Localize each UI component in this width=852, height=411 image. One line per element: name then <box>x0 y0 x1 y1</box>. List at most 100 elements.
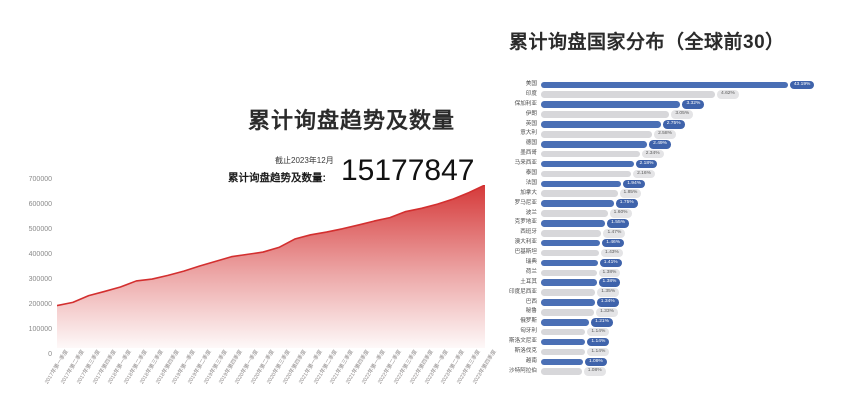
funnel-country-label: 意大利 <box>520 130 537 137</box>
y-axis-tick: 100000 <box>28 326 52 333</box>
funnel-country-label: 罗马尼亚 <box>514 199 537 206</box>
funnel-bar <box>541 160 634 168</box>
funnel-track: 3.05% <box>541 110 852 120</box>
y-axis-tick: 500000 <box>28 226 52 233</box>
funnel-value-badge: 2.34% <box>641 149 664 159</box>
funnel-track: 2.16% <box>541 169 852 179</box>
funnel-value-badge: 2.18% <box>635 159 658 169</box>
funnel-value-badge: 1.41% <box>599 258 622 268</box>
funnel-country-label: 巴基斯坦 <box>514 249 537 256</box>
funnel-country-label: 加拿大 <box>520 189 537 196</box>
funnel-track: 1.46% <box>541 238 852 248</box>
funnel-row[interactable]: 英国 2.75% <box>492 120 852 130</box>
funnel-country-label: 沙特阿拉伯 <box>509 367 537 374</box>
funnel-country-label: 越南 <box>525 357 537 364</box>
funnel-row[interactable]: 巴基斯坦 1.43% <box>492 248 852 258</box>
country-panel: 累计询盘国家分布（全球前30） 美国 43.19% 印度 4.62% 保加利亚 3.32%… <box>492 0 852 411</box>
funnel-country-label: 波兰 <box>525 209 537 216</box>
funnel-bar <box>541 180 622 188</box>
funnel-row[interactable]: 波兰 1.60% <box>492 209 852 219</box>
funnel-value-badge: 1.08% <box>583 367 606 377</box>
funnel-country-label: 克罗地亚 <box>514 219 537 226</box>
funnel-track: 1.38% <box>541 268 852 278</box>
funnel-track: 1.47% <box>541 228 852 238</box>
area-series <box>57 185 485 348</box>
funnel-row[interactable]: 匈牙利 1.14% <box>492 327 852 337</box>
funnel-value-badge: 3.32% <box>682 100 705 109</box>
x-axis: 2017年第一季度 2017年第二季度 2017年第三季度 2017年第四季度 2018… <box>44 348 498 408</box>
funnel-country-label: 泰国 <box>525 170 537 177</box>
funnel-row[interactable]: 俄罗斯 1.21% <box>492 317 852 327</box>
funnel-row[interactable]: 法国 1.94% <box>492 179 852 189</box>
funnel-row[interactable]: 美国 43.19% <box>492 80 852 90</box>
funnel-bar <box>541 111 670 118</box>
funnel-track: 1.34% <box>541 298 852 308</box>
funnel-country-label: 秘鲁 <box>525 308 537 315</box>
funnel-track: 1.14% <box>541 337 852 347</box>
funnel-track: 1.33% <box>541 307 852 317</box>
funnel-value-badge: 1.60% <box>609 209 632 218</box>
funnel-bar <box>541 229 602 237</box>
funnel-row[interactable]: 保加利亚 3.32% <box>492 100 852 110</box>
funnel-value-badge: 1.14% <box>587 347 610 357</box>
country-distribution-title: 累计询盘国家分布（全球前30） <box>509 32 785 53</box>
funnel-country-label: 墨西哥 <box>520 150 537 157</box>
funnel-row[interactable]: 斯洛文尼亚 1.14% <box>492 337 852 347</box>
funnel-row[interactable]: 印度 4.62% <box>492 90 852 100</box>
funnel-row[interactable]: 斯洛伐克 1.14% <box>492 347 852 357</box>
funnel-track: 2.34% <box>541 149 852 159</box>
funnel-value-badge: 1.75% <box>615 199 638 208</box>
funnel-row[interactable]: 巴西 1.34% <box>492 298 852 308</box>
funnel-country-label: 巴西 <box>525 298 537 305</box>
funnel-track: 2.49% <box>541 139 852 149</box>
funnel-value-badge: 1.14% <box>587 327 610 337</box>
area-chart-plot <box>57 185 485 348</box>
funnel-row[interactable]: 瑞典 1.41% <box>492 258 852 268</box>
kpi-subtitle: 截止2023年12月 <box>275 156 334 165</box>
funnel-row[interactable]: 德国 2.49% <box>492 139 852 149</box>
funnel-row[interactable]: 马来西亚 2.18% <box>492 159 852 169</box>
y-axis-tick: 700000 <box>28 176 52 183</box>
funnel-row[interactable]: 加拿大 1.85% <box>492 189 852 199</box>
funnel-bar <box>541 318 590 326</box>
trend-title: 累计询盘趋势及数量 <box>248 108 456 133</box>
funnel-track: 2.75% <box>541 120 852 130</box>
funnel-row[interactable]: 意大利 2.58% <box>492 129 852 139</box>
funnel-row[interactable]: 罗马尼亚 1.75% <box>492 199 852 209</box>
funnel-value-badge: 1.34% <box>596 298 619 307</box>
funnel-bar <box>541 210 608 217</box>
funnel-value-badge: 1.35% <box>597 288 620 297</box>
funnel-row[interactable]: 土耳其 1.38% <box>492 278 852 288</box>
funnel-row[interactable]: 西班牙 1.47% <box>492 228 852 238</box>
funnel-track: 1.14% <box>541 327 852 337</box>
funnel-row[interactable]: 荷兰 1.38% <box>492 268 852 278</box>
funnel-row[interactable]: 印度尼西亚 1.35% <box>492 288 852 298</box>
funnel-bar <box>541 220 606 227</box>
funnel-row[interactable]: 秘鲁 1.33% <box>492 307 852 317</box>
y-axis-tick: 400000 <box>28 251 52 258</box>
funnel-track: 43.19% <box>541 80 852 90</box>
funnel-country-label: 土耳其 <box>520 278 537 285</box>
funnel-track: 1.60% <box>541 209 852 219</box>
funnel-country-label: 法国 <box>525 179 537 186</box>
funnel-value-badge: 1.47% <box>603 228 626 238</box>
funnel-bar <box>541 348 586 356</box>
funnel-bar <box>541 121 661 128</box>
funnel-country-label: 印度尼西亚 <box>509 288 537 295</box>
funnel-bar <box>541 81 788 89</box>
funnel-row[interactable]: 克罗地亚 1.55% <box>492 218 852 228</box>
y-axis-tick: 200000 <box>28 301 52 308</box>
funnel-row[interactable]: 墨西哥 2.34% <box>492 149 852 159</box>
funnel-row[interactable]: 越南 1.09% <box>492 357 852 367</box>
funnel-value-badge: 2.75% <box>662 120 685 129</box>
funnel-row[interactable]: 沙特阿拉伯 1.08% <box>492 367 852 377</box>
funnel-track: 1.35% <box>541 288 852 298</box>
funnel-country-label: 伊朗 <box>525 110 537 117</box>
funnel-row[interactable]: 泰国 2.16% <box>492 169 852 179</box>
funnel-bar <box>541 131 653 138</box>
funnel-bar <box>541 309 595 316</box>
funnel-value-badge: 3.05% <box>671 110 694 119</box>
funnel-row[interactable]: 伊朗 3.05% <box>492 110 852 120</box>
funnel-bar <box>541 200 614 207</box>
funnel-row[interactable]: 澳大利亚 1.46% <box>492 238 852 248</box>
